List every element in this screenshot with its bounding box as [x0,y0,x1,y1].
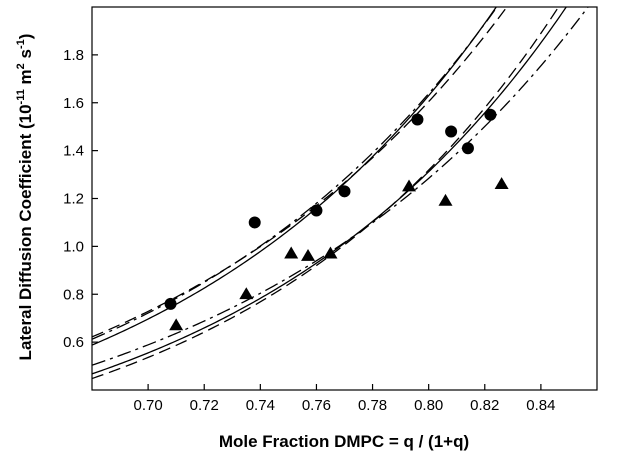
fit-curve-circle-dash-dot [92,7,498,340]
fit-curve-circle-solid [92,7,498,346]
x-tick-label: 0.84 [526,397,555,414]
x-tick-label: 0.76 [302,397,331,414]
data-point-triangle [494,177,509,190]
data-point-circle [445,125,458,138]
y-axis-title: Lateral Diffusion Coefficient (10-11 m2 … [15,34,35,361]
data-points [164,108,509,331]
y-tick-label: 1.2 [63,191,84,208]
x-tick-label: 0.74 [246,397,275,414]
data-point-triangle [323,246,338,259]
x-axis-title: Mole Fraction DMPC = q / (1+q) [219,432,469,451]
data-point-circle [484,108,497,121]
x-tick-label: 0.80 [414,397,443,414]
y-tick-label: 0.8 [63,286,84,303]
y-tick-label: 0.6 [63,334,84,351]
fit-curve-triangle-dash-dot [92,7,589,366]
x-tick-label: 0.78 [358,397,387,414]
y-tick-label: 1.6 [63,95,84,112]
data-point-circle [338,185,351,198]
plot-frame [91,6,598,391]
data-point-circle [310,204,323,217]
fit-curve-triangle-long-dash [92,7,560,380]
data-point-triangle [402,179,417,192]
data-point-circle [164,297,177,310]
x-axis-ticks: 0.70 0.72 0.74 0.76 0.78 0.80 0.82 0.84 [134,384,555,414]
data-point-triangle [438,193,453,206]
y-tick-label: 1.4 [63,143,84,160]
data-point-triangle [284,246,299,259]
data-point-circle [248,216,261,229]
fit-curve-circle-long-dash [92,7,508,338]
data-point-circle [461,142,474,155]
x-tick-label: 0.82 [470,397,499,414]
y-tick-label: 1.0 [63,238,84,255]
x-tick-label: 0.72 [190,397,219,414]
y-axis-ticks: 0.6 0.8 1.0 1.2 1.4 1.6 1.8 [63,47,98,351]
data-point-triangle [301,248,316,261]
x-tick-label: 0.70 [134,397,163,414]
data-point-circle [411,113,424,126]
data-point-triangle [169,318,184,331]
y-tick-label: 1.8 [63,47,84,64]
data-point-triangle [239,287,254,300]
